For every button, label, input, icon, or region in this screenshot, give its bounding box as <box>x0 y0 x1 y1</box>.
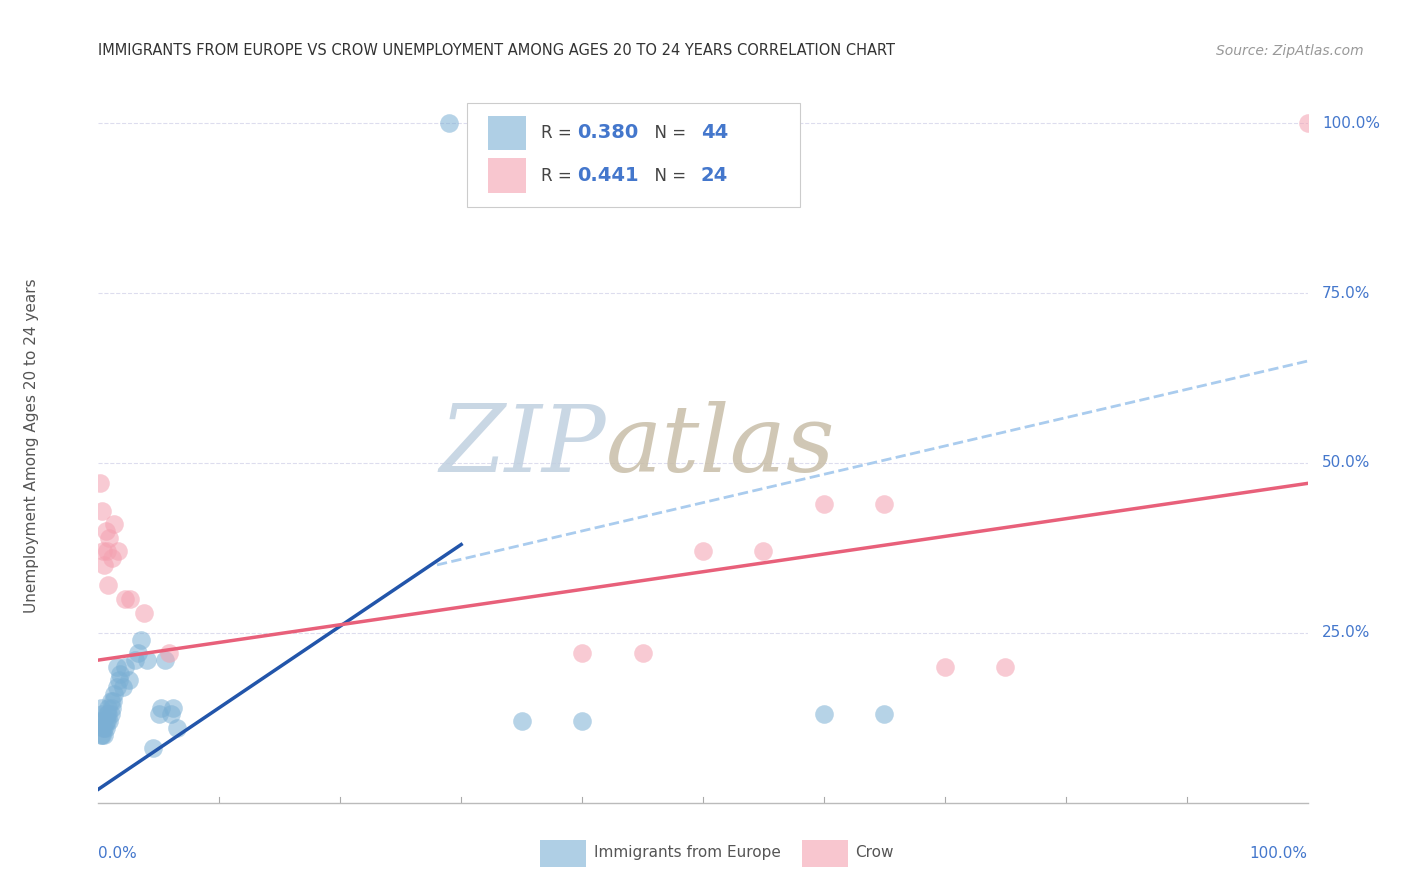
Point <box>118 673 141 688</box>
Point <box>437 116 460 130</box>
Point <box>97 707 120 722</box>
Point <box>91 503 114 517</box>
Text: 24: 24 <box>700 166 728 185</box>
Point <box>103 517 125 532</box>
Point <box>91 728 114 742</box>
Point <box>873 497 896 511</box>
Point <box>91 707 114 722</box>
FancyBboxPatch shape <box>488 116 526 150</box>
Point <box>101 694 124 708</box>
Point <box>94 524 117 538</box>
Point <box>153 653 176 667</box>
Text: 75.0%: 75.0% <box>1322 285 1371 301</box>
Point <box>100 700 122 714</box>
Point <box>148 707 170 722</box>
Point <box>97 700 120 714</box>
Point <box>150 700 173 714</box>
Point <box>114 591 136 606</box>
Point <box>157 646 180 660</box>
Text: IMMIGRANTS FROM EUROPE VS CROW UNEMPLOYMENT AMONG AGES 20 TO 24 YEARS CORRELATIO: IMMIGRANTS FROM EUROPE VS CROW UNEMPLOYM… <box>98 43 896 58</box>
Point <box>96 707 118 722</box>
Point <box>934 660 956 674</box>
Point <box>89 476 111 491</box>
Text: Crow: Crow <box>855 846 894 860</box>
Text: 0.441: 0.441 <box>578 166 638 185</box>
Point <box>118 591 141 606</box>
Point <box>135 653 157 667</box>
Point <box>124 653 146 667</box>
Point <box>752 544 775 558</box>
Point <box>142 741 165 756</box>
Point <box>1296 116 1319 130</box>
Point <box>134 606 156 620</box>
Point <box>571 714 593 729</box>
Point <box>111 680 134 694</box>
Point <box>108 673 131 688</box>
Point <box>90 700 112 714</box>
Point <box>103 687 125 701</box>
Point <box>114 660 136 674</box>
Point <box>98 531 121 545</box>
Text: Source: ZipAtlas.com: Source: ZipAtlas.com <box>1216 44 1364 58</box>
Text: N =: N = <box>644 167 692 185</box>
Point <box>89 714 111 729</box>
FancyBboxPatch shape <box>803 840 848 867</box>
Point <box>692 544 714 558</box>
Point <box>91 721 114 735</box>
Point <box>105 680 128 694</box>
FancyBboxPatch shape <box>540 840 586 867</box>
Point <box>93 558 115 572</box>
Point <box>94 714 117 729</box>
Point <box>813 707 835 722</box>
Point <box>631 646 654 660</box>
Point <box>129 632 152 647</box>
Point <box>96 544 118 558</box>
Point <box>105 660 128 674</box>
Text: ZIP: ZIP <box>440 401 606 491</box>
Point <box>94 721 117 735</box>
Text: 25.0%: 25.0% <box>1322 625 1371 640</box>
Text: R =: R = <box>541 167 576 185</box>
Point <box>127 646 149 660</box>
Point <box>93 728 115 742</box>
Text: 0.380: 0.380 <box>578 123 638 142</box>
Text: Immigrants from Europe: Immigrants from Europe <box>595 846 782 860</box>
Text: 0.0%: 0.0% <box>98 846 138 861</box>
Point <box>994 660 1017 674</box>
Point <box>160 707 183 722</box>
FancyBboxPatch shape <box>488 159 526 193</box>
Point <box>93 721 115 735</box>
Point <box>873 707 896 722</box>
Point <box>91 544 114 558</box>
Point <box>108 666 131 681</box>
Text: N =: N = <box>644 124 692 142</box>
Point <box>100 551 122 566</box>
Text: R =: R = <box>541 124 576 142</box>
Point <box>162 700 184 714</box>
Point <box>813 497 835 511</box>
Point <box>100 707 122 722</box>
Point <box>100 694 122 708</box>
Point <box>90 728 112 742</box>
Text: 44: 44 <box>700 123 728 142</box>
Point <box>166 721 188 735</box>
Point <box>91 714 114 729</box>
Point <box>571 646 593 660</box>
Text: 100.0%: 100.0% <box>1250 846 1308 861</box>
Text: 50.0%: 50.0% <box>1322 456 1371 470</box>
Text: 100.0%: 100.0% <box>1322 116 1381 131</box>
Point <box>98 714 121 729</box>
Point <box>510 714 533 729</box>
Point <box>97 578 120 592</box>
Text: atlas: atlas <box>606 401 835 491</box>
Point <box>96 714 118 729</box>
FancyBboxPatch shape <box>467 103 800 207</box>
Point <box>107 544 129 558</box>
Text: Unemployment Among Ages 20 to 24 years: Unemployment Among Ages 20 to 24 years <box>24 278 39 614</box>
